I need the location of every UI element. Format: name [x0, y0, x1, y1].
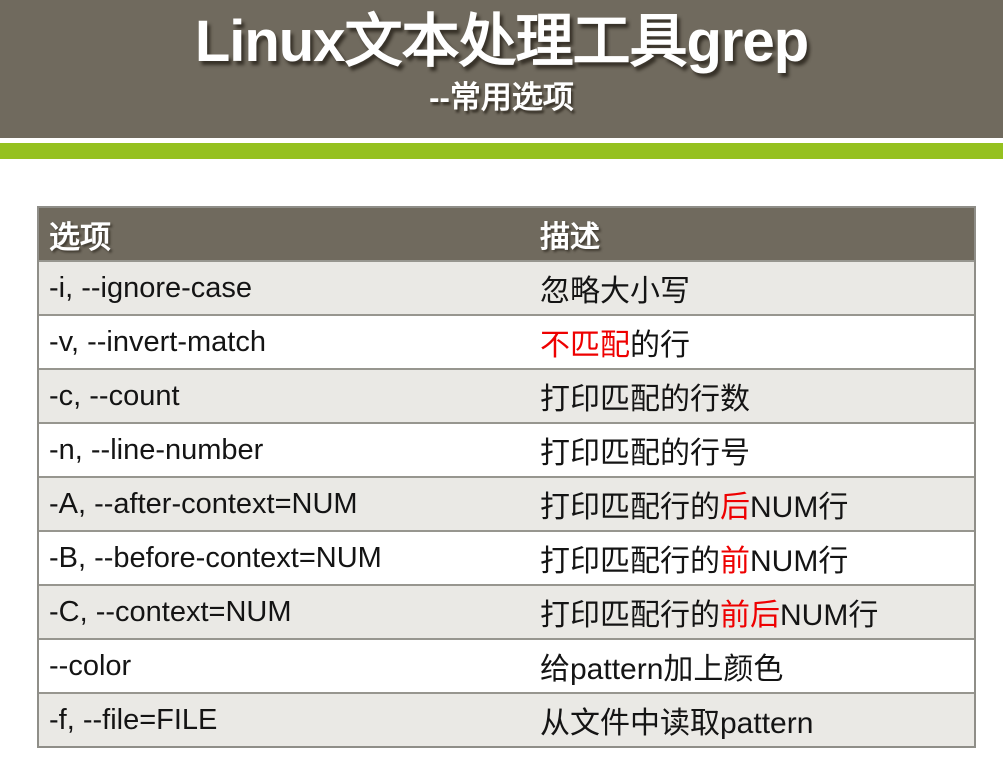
- description-cell: 从文件中读取pattern: [540, 698, 974, 742]
- option-cell: -C, --context=NUM: [49, 595, 292, 628]
- description-cell: 忽略大小写: [540, 266, 974, 310]
- option-cell: --color: [49, 649, 132, 682]
- table-row: -f, --file=FILE 从文件中读取pattern: [39, 692, 974, 746]
- description-text: 打印匹配行的: [540, 491, 720, 524]
- option-cell: -f, --file=FILE: [49, 703, 218, 736]
- accent-bar: [0, 143, 1003, 159]
- title-band: Linux文本处理工具grep --常用选项: [0, 0, 1003, 138]
- page-title: Linux文本处理工具grep: [194, 9, 809, 74]
- description-cell: 打印匹配行的前后NUM行: [540, 590, 974, 634]
- option-cell: -B, --before-context=NUM: [49, 541, 382, 574]
- description-highlight: 不匹配: [540, 329, 630, 362]
- table-row: -i, --ignore-case 忽略大小写: [39, 260, 974, 314]
- option-cell: -v, --invert-match: [49, 325, 266, 358]
- description-text: 给pattern加上颜色: [540, 653, 784, 686]
- table-row: -c, --count 打印匹配的行数: [39, 368, 974, 422]
- column-header-description: 描述: [540, 221, 600, 254]
- description-highlight: 前后: [720, 599, 780, 632]
- option-cell: -n, --line-number: [49, 433, 264, 466]
- page-subtitle: --常用选项: [429, 80, 574, 115]
- description-highlight: 前: [720, 545, 750, 578]
- description-text: 打印匹配行的: [540, 545, 720, 578]
- description-text: 的行: [630, 329, 690, 362]
- description-cell: 不匹配的行: [540, 320, 974, 364]
- description-cell: 给pattern加上颜色: [540, 644, 974, 688]
- description-text: NUM行: [780, 599, 879, 632]
- table-row: -C, --context=NUM 打印匹配行的前后NUM行: [39, 584, 974, 638]
- options-table: 选项 描述 -i, --ignore-case 忽略大小写 -v, --invert…: [37, 206, 976, 748]
- description-cell: 打印匹配行的前NUM行: [540, 536, 974, 580]
- table-header-row: 选项 描述: [39, 208, 974, 260]
- description-text: NUM行: [750, 491, 849, 524]
- table-row: -v, --invert-match 不匹配的行: [39, 314, 974, 368]
- description-highlight: 后: [720, 491, 750, 524]
- description-cell: 打印匹配的行数: [540, 374, 974, 418]
- description-text: 打印匹配行的: [540, 599, 720, 632]
- option-cell: -A, --after-context=NUM: [49, 487, 358, 520]
- option-cell: -c, --count: [49, 379, 180, 412]
- column-header-option: 选项: [49, 219, 111, 255]
- table-body: -i, --ignore-case 忽略大小写 -v, --invert-match…: [39, 260, 974, 746]
- table-row: -B, --before-context=NUM 打印匹配行的前NUM行: [39, 530, 974, 584]
- description-text: 忽略大小写: [540, 275, 690, 308]
- description-text: NUM行: [750, 545, 849, 578]
- description-text: 从文件中读取pattern: [540, 707, 814, 740]
- table-row: -A, --after-context=NUM 打印匹配行的后NUM行: [39, 476, 974, 530]
- description-text: 打印匹配的行号: [540, 437, 750, 470]
- table-row: --color 给pattern加上颜色: [39, 638, 974, 692]
- description-text: 打印匹配的行数: [540, 383, 750, 416]
- table-row: -n, --line-number 打印匹配的行号: [39, 422, 974, 476]
- description-cell: 打印匹配行的后NUM行: [540, 482, 974, 526]
- description-cell: 打印匹配的行号: [540, 428, 974, 472]
- option-cell: -i, --ignore-case: [49, 271, 253, 304]
